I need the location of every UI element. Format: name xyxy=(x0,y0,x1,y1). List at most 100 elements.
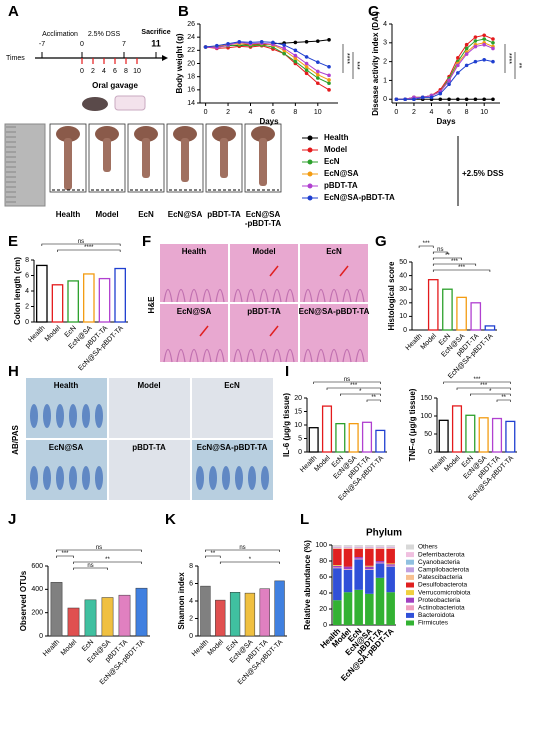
x-tick-label: Model xyxy=(313,454,332,473)
stacked-segment xyxy=(333,548,342,549)
stacked-segment xyxy=(333,568,342,601)
stacked-segment xyxy=(343,549,353,567)
panel-letter: B xyxy=(178,3,189,20)
goblet-cells xyxy=(43,404,51,428)
y-tick-label: 400 xyxy=(31,586,43,593)
panel-letter: E xyxy=(8,233,18,250)
series-line xyxy=(396,34,494,100)
bar xyxy=(84,599,97,637)
y-tick-label: 22 xyxy=(187,47,195,54)
stain-label: H&E xyxy=(147,296,156,314)
bar xyxy=(36,264,48,323)
colon-cecum xyxy=(134,126,158,142)
legend-marker xyxy=(307,147,313,153)
y-tick-label: 8 xyxy=(189,563,193,570)
sig-bracket xyxy=(470,393,511,396)
legend-label: Verrucomicrobiota xyxy=(418,589,471,596)
y-tick-label: 5 xyxy=(298,435,302,442)
sig-label: *** xyxy=(451,259,459,265)
panel-letter: A xyxy=(8,3,19,20)
legend-label: Others xyxy=(418,544,438,551)
y-tick-label: 8 xyxy=(25,257,29,264)
lesion-arrow xyxy=(199,325,209,337)
phase-label: 2.5% DSS xyxy=(88,31,121,38)
legend-label: Model xyxy=(324,145,347,154)
stacked-segment xyxy=(343,569,353,593)
bar xyxy=(50,582,63,637)
colon-cecum xyxy=(56,126,80,142)
colon-cecum xyxy=(212,126,236,142)
y-tick-label: 80 xyxy=(319,558,327,565)
chart-title: Phylum xyxy=(366,528,402,539)
stacked-segment xyxy=(365,548,374,549)
stacked-segment xyxy=(365,569,374,570)
x-tick-label: 4 xyxy=(249,109,253,116)
stacked-segment xyxy=(365,546,374,548)
stacked-segment xyxy=(354,589,363,625)
sig-bracket xyxy=(56,555,74,558)
histology-texture xyxy=(303,348,313,363)
legend-label: Cyanobacteria xyxy=(418,559,460,566)
bar xyxy=(135,587,148,637)
image-label: Health xyxy=(54,381,79,390)
stacked-segment xyxy=(333,565,342,568)
stacked-segment xyxy=(333,565,342,566)
panel-letter: C xyxy=(368,3,379,20)
data-point xyxy=(304,55,309,59)
y-tick-label: 18 xyxy=(187,74,195,81)
bar xyxy=(51,284,64,323)
stacked-segment xyxy=(333,549,342,565)
y-tick-label: 100 xyxy=(420,413,432,420)
sig-label: * xyxy=(249,557,252,563)
image-label: EcN@SA-pBDT-TA xyxy=(299,307,370,316)
data-point xyxy=(293,53,298,58)
stacked-segment xyxy=(375,561,385,563)
stacked-segment xyxy=(354,545,363,547)
y-tick-label: 0 xyxy=(189,633,193,640)
goblet-cells xyxy=(235,466,243,490)
dosing-illustration xyxy=(114,95,146,111)
data-point xyxy=(473,39,478,43)
series-line xyxy=(205,45,330,91)
stacked-segment xyxy=(333,600,342,625)
sig-label: ** xyxy=(105,557,110,563)
colon-cecum xyxy=(173,126,197,142)
y-tick-label: 6 xyxy=(189,580,193,587)
stacked-segment xyxy=(386,592,395,625)
stacked-segment xyxy=(343,569,353,570)
photo-label: Model xyxy=(95,210,118,219)
data-point xyxy=(327,38,331,42)
y-tick-label: 0 xyxy=(25,319,29,326)
series-line xyxy=(205,44,330,84)
timeline-arrow xyxy=(162,55,168,61)
stacked-segment xyxy=(375,562,385,564)
bar xyxy=(215,599,226,637)
data-point xyxy=(293,56,298,61)
colon-tissue xyxy=(220,138,228,178)
data-point xyxy=(304,68,309,72)
sig-bracket xyxy=(432,269,491,272)
legend-label: Patescibacteria xyxy=(418,574,463,581)
bar xyxy=(375,429,386,453)
stacked-segment xyxy=(354,559,363,590)
legend-label: EcN@SA xyxy=(324,169,359,178)
data-point xyxy=(482,37,486,41)
x-tick-label: Model xyxy=(207,638,226,657)
bar xyxy=(361,421,373,453)
series-line xyxy=(396,44,494,100)
histology-texture xyxy=(246,348,256,363)
legend-label: Proteobacteria xyxy=(418,597,461,604)
x-tick-label: EcN xyxy=(81,639,95,653)
ruler xyxy=(4,123,46,207)
y-tick-label: 2 xyxy=(189,615,193,622)
x-tick-label: 0 xyxy=(204,109,208,116)
x-tick-label: 10 xyxy=(480,109,488,116)
data-point xyxy=(203,45,208,49)
image-label: EcN@SA-pBDT-TA xyxy=(197,443,268,452)
goblet-cells xyxy=(95,466,103,490)
histology-texture xyxy=(215,288,225,303)
goblet-cells xyxy=(222,466,230,490)
legend-swatch xyxy=(406,582,414,588)
bar xyxy=(470,302,482,331)
histology-texture xyxy=(202,348,212,363)
